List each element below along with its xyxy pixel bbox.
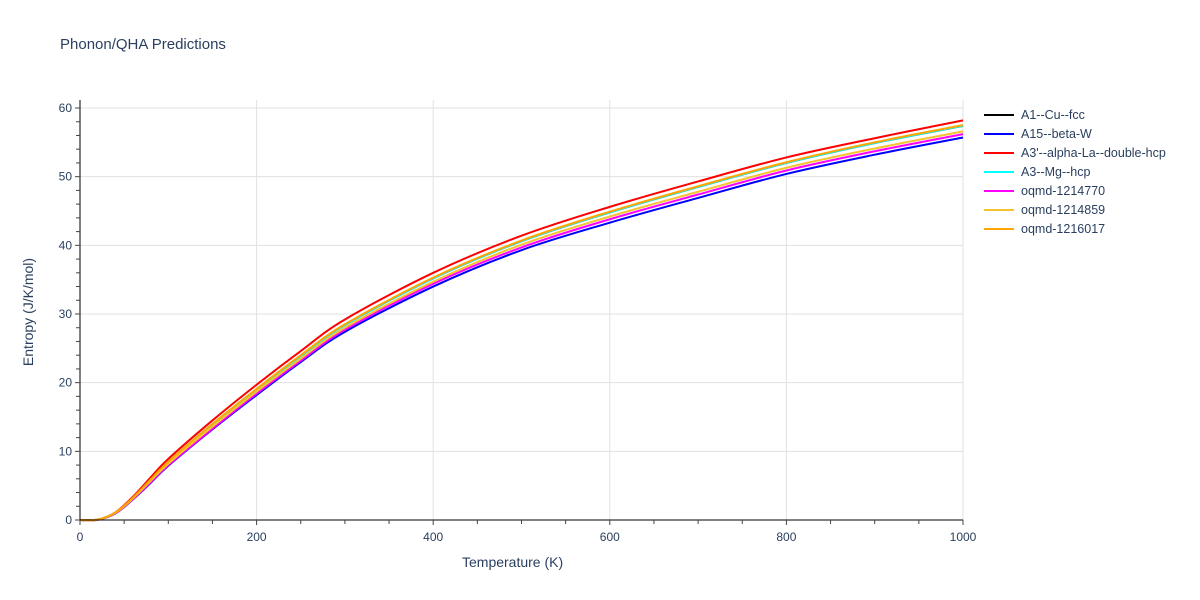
legend-item[interactable]: oqmd-1214770 <box>984 181 1166 200</box>
y-tick-label: 30 <box>59 307 73 321</box>
legend-label: A3--Mg--hcp <box>1021 164 1091 179</box>
legend-line-icon <box>984 170 1014 173</box>
series-line <box>79 119 964 522</box>
series-lines <box>79 119 964 522</box>
legend-label: oqmd-1214859 <box>1021 202 1106 217</box>
x-tick-label: 200 <box>247 530 267 544</box>
legend-item[interactable]: A3'--alpha-La--double-hcp <box>984 143 1166 162</box>
legend-line-icon <box>984 227 1014 230</box>
series-line <box>79 124 964 522</box>
x-tick-label: 1000 <box>950 530 977 544</box>
series-line <box>79 124 964 522</box>
legend-label: A3'--alpha-La--double-hcp <box>1021 145 1166 160</box>
x-tick-label: 800 <box>776 530 796 544</box>
x-tick-label: 400 <box>423 530 443 544</box>
legend-line-icon <box>984 189 1014 192</box>
legend-label: A15--beta-W <box>1021 126 1092 141</box>
legend-label: oqmd-1214770 <box>1021 183 1106 198</box>
y-tick-label: 0 <box>65 513 72 527</box>
y-tick-label: 10 <box>59 444 73 458</box>
legend-item[interactable]: A3--Mg--hcp <box>984 162 1166 181</box>
legend-label: oqmd-1216017 <box>1021 221 1106 236</box>
y-tick-label: 40 <box>59 238 73 252</box>
axes: 0 200 400 600 800 1000 0 10 20 30 40 50 60 <box>59 100 977 544</box>
series-line <box>79 136 964 522</box>
series-line <box>79 133 964 522</box>
x-axis-label: Temperature (K) <box>462 554 564 570</box>
chart-title: Phonon/QHA Predictions <box>60 36 226 53</box>
y-axis-label: Entropy (J/K/mol) <box>20 257 36 367</box>
y-tick-label: 60 <box>59 101 73 115</box>
legend-item[interactable]: A15--beta-W <box>984 124 1166 143</box>
series-line <box>79 130 964 522</box>
legend-line-icon <box>984 132 1014 135</box>
legend-line-icon <box>984 113 1014 116</box>
legend-line-icon <box>984 151 1014 154</box>
legend-item[interactable]: A1--Cu--fcc <box>984 105 1166 124</box>
legend-label: A1--Cu--fcc <box>1021 107 1085 122</box>
y-tick-label: 50 <box>59 170 73 184</box>
legend: A1--Cu--fcc A15--beta-W A3'--alpha-La--dou… <box>984 105 1166 238</box>
legend-item[interactable]: oqmd-1214859 <box>984 200 1166 219</box>
x-tick-label: 0 <box>77 530 84 544</box>
x-tick-label: 600 <box>600 530 620 544</box>
legend-item[interactable]: oqmd-1216017 <box>984 219 1166 238</box>
legend-line-icon <box>984 208 1014 211</box>
y-tick-label: 20 <box>59 376 73 390</box>
series-line <box>79 124 964 522</box>
